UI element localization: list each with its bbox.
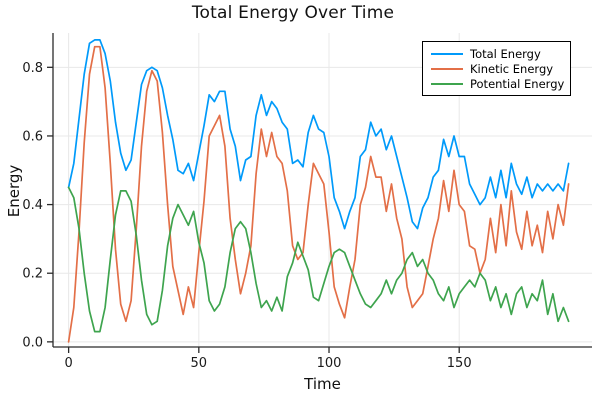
series-line-total-energy <box>67 39 570 230</box>
y-tick-label: 0.8 <box>22 61 43 76</box>
legend-swatch-kinetic <box>431 67 463 70</box>
legend-label: Total Energy <box>470 46 541 61</box>
legend-item-potential-energy: Potential Energy <box>431 76 565 91</box>
series-line-potential-energy <box>67 186 570 333</box>
x-tick-label: 150 <box>447 356 472 371</box>
legend-item-kinetic-energy: Kinetic Energy <box>431 61 562 76</box>
x-tick-label: 50 <box>191 356 208 371</box>
y-tick-label: 0.2 <box>22 267 43 282</box>
y-tick-label: 0.4 <box>22 198 43 213</box>
x-axis-label: Time <box>304 375 341 393</box>
x-tick-label: 0 <box>64 356 72 371</box>
legend-item-total-energy: Total Energy <box>431 46 562 61</box>
x-tick-label: 100 <box>317 356 342 371</box>
legend-swatch-potential <box>431 82 463 85</box>
y-tick-label: 0.0 <box>22 335 43 350</box>
series-line-kinetic-energy <box>67 45 570 343</box>
y-tick-label: 0.6 <box>22 129 43 144</box>
legend-label: Kinetic Energy <box>470 61 554 76</box>
legend: Total Energy Kinetic Energy Potential En… <box>422 41 571 96</box>
legend-label: Potential Energy <box>470 76 565 91</box>
chart-title: Total Energy Over Time <box>191 3 395 23</box>
legend-swatch-total <box>431 52 463 55</box>
